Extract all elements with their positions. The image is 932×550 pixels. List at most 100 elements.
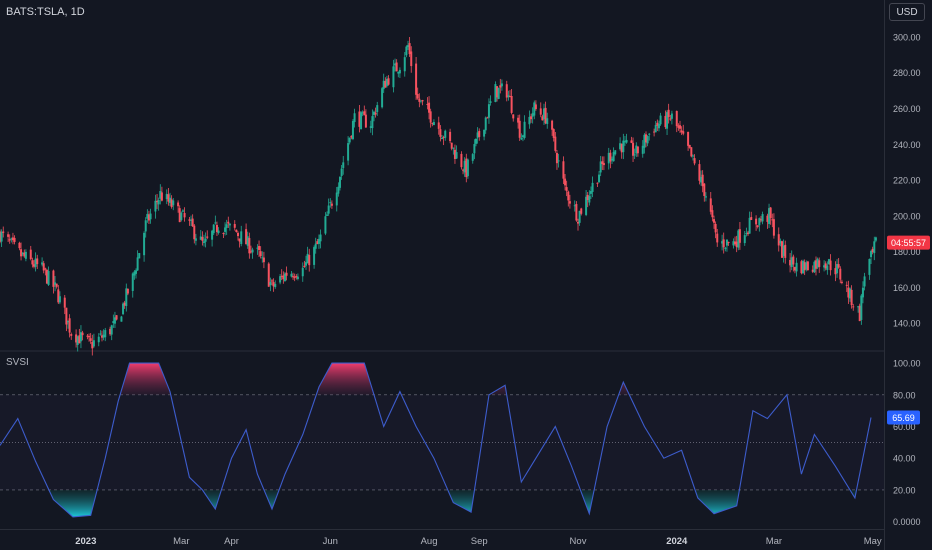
candle-body — [222, 232, 225, 234]
candle-body — [271, 280, 273, 282]
candle-body — [24, 251, 27, 259]
candle-body — [703, 183, 706, 196]
candle-body — [517, 117, 520, 123]
candle-body — [10, 238, 13, 240]
candle-body — [497, 87, 500, 99]
candle-body — [837, 264, 840, 268]
price-tick-label: 240.00 — [893, 140, 921, 150]
candle-body — [347, 143, 350, 161]
candle-body — [188, 219, 191, 221]
candle-body — [711, 210, 714, 218]
candle-body — [115, 315, 118, 320]
time-tick-label: Jun — [323, 536, 338, 547]
price-tick-label: 160.00 — [893, 283, 921, 293]
candle-body — [507, 95, 510, 98]
candle-body — [376, 105, 379, 112]
candle-body — [432, 121, 435, 126]
candle-body — [478, 130, 481, 137]
candle-body — [248, 238, 251, 254]
candle-body — [534, 104, 537, 109]
candle-body — [475, 138, 477, 144]
candle-body — [75, 334, 78, 343]
candle-body — [99, 333, 102, 335]
candle-body — [677, 125, 680, 128]
candle-body — [704, 196, 707, 198]
candle-body — [58, 296, 61, 303]
candle-body — [31, 260, 34, 265]
candle-body — [462, 169, 465, 171]
candle-body — [442, 137, 445, 139]
candle-body — [473, 144, 476, 154]
candle-body — [494, 84, 497, 102]
indicator-label[interactable]: SVSI — [6, 357, 29, 368]
candle-body — [363, 111, 366, 116]
candle-body — [358, 111, 361, 127]
candle-body — [68, 318, 71, 333]
candle-body — [871, 248, 874, 253]
candle-body — [861, 287, 864, 298]
candle-body — [92, 340, 95, 347]
candle-body — [768, 208, 771, 224]
candle-body — [316, 241, 319, 245]
candle-body — [554, 136, 557, 151]
candle-body — [301, 267, 304, 277]
candle-body — [407, 45, 409, 48]
candle-body — [591, 182, 594, 192]
candle-body — [667, 109, 670, 118]
candle-body — [381, 88, 384, 108]
candle-body — [225, 224, 228, 229]
candle-body — [455, 152, 458, 159]
candle-body — [761, 214, 764, 222]
candle-body — [135, 270, 137, 274]
candle-body — [415, 63, 418, 95]
candle-body — [585, 196, 588, 215]
candle-body — [654, 125, 657, 133]
candle-body — [802, 260, 805, 274]
candle-body — [403, 57, 406, 72]
candle-body — [714, 223, 717, 233]
candle-body — [688, 144, 691, 148]
candle-body — [551, 120, 554, 130]
candle-body — [285, 272, 288, 276]
candle-body — [180, 212, 183, 220]
candle-body — [249, 251, 252, 253]
candle-body — [483, 129, 486, 137]
candle-body — [766, 215, 769, 222]
candle-body — [722, 239, 725, 248]
candle-body — [607, 152, 610, 164]
candle-body — [598, 174, 601, 183]
candle-body — [599, 161, 602, 173]
candle-body — [679, 125, 681, 129]
price-tick-label: 280.00 — [893, 68, 921, 78]
candle-body — [204, 238, 207, 242]
candle-body — [395, 62, 398, 72]
candle-body — [67, 320, 69, 323]
candle-body — [296, 276, 299, 279]
candle-body — [743, 235, 746, 244]
candle-body — [850, 289, 853, 306]
candle-body — [487, 104, 490, 118]
candle-body — [747, 232, 749, 235]
candle-body — [54, 282, 57, 285]
symbol-label[interactable]: BATS:TSLA, 1D — [6, 6, 85, 18]
candle-body — [646, 136, 649, 144]
candle-body — [562, 161, 565, 179]
candle-body — [340, 168, 343, 177]
candle-body — [500, 83, 503, 87]
candle-body — [486, 117, 489, 119]
candle-body — [680, 130, 683, 133]
candle-body — [20, 249, 23, 257]
candle-body — [373, 111, 375, 115]
candle-body — [670, 113, 673, 119]
candle-body — [782, 245, 785, 256]
osc-tick-label: 20.00 — [893, 485, 916, 495]
candle-body — [215, 224, 218, 233]
candle-body — [123, 302, 126, 306]
candle-body — [18, 242, 21, 249]
candle-body — [648, 133, 651, 135]
currency-button[interactable]: USD — [889, 3, 925, 21]
candle-body — [737, 230, 740, 248]
candle-body — [803, 262, 806, 271]
candle-body — [272, 282, 275, 287]
